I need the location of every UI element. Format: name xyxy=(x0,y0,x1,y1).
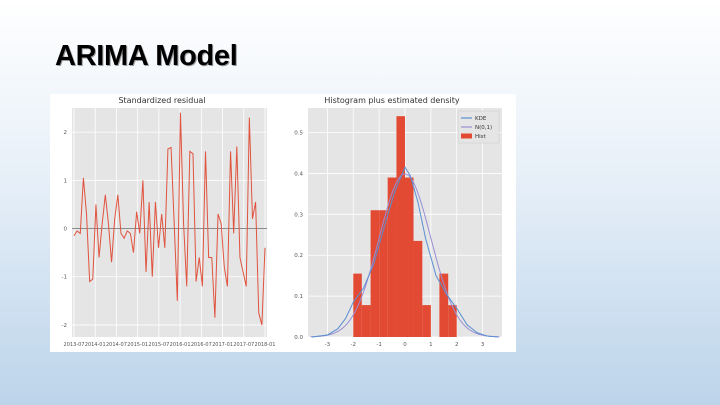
histogram-chart: Histogram plus estimated density 0.0 0.1 0… xyxy=(294,96,502,348)
residual-x-tick-label: 2017-07 xyxy=(233,342,254,348)
histogram-y-tick-label: 0.4 xyxy=(294,171,303,177)
slide-title: ARIMA Model xyxy=(55,40,238,72)
residual-x-tick-label: 2015-07 xyxy=(148,342,169,348)
legend-hist-swatch xyxy=(461,133,472,139)
histogram-bar xyxy=(361,305,371,337)
residual-x-tick-label: 2014-01 xyxy=(85,342,106,348)
residual-y-tick-label: -2 xyxy=(62,323,67,329)
residual-x-tick-label: 2017-01 xyxy=(212,342,233,348)
histogram-x-tick-label: 0 xyxy=(403,342,407,348)
figure-panel: Standardized residual -2 -1 0 1 2 2013-07 2014… xyxy=(50,94,516,352)
histogram-x-tick-label: 2 xyxy=(455,342,459,348)
kde-curve xyxy=(311,166,499,338)
legend-entry-label: KDE xyxy=(475,116,487,122)
residual-x-tick-label: 2015-01 xyxy=(127,342,148,348)
histogram-y-tick-label: 0.5 xyxy=(294,131,303,137)
histogram-y-tick-label: 0.1 xyxy=(294,294,303,300)
residual-y-tick-label: 0 xyxy=(64,227,68,233)
histogram-x-tick-label: -2 xyxy=(351,342,356,348)
histogram-bar xyxy=(353,273,362,337)
legend-entry-label: Hist xyxy=(475,134,487,140)
histogram-x-tick-label: -1 xyxy=(376,342,381,348)
residual-chart-title: Standardized residual xyxy=(118,96,205,105)
histogram-y-tick-label: 0.3 xyxy=(294,212,303,218)
histogram-bar xyxy=(439,273,449,337)
histogram-bar xyxy=(379,210,388,337)
histogram-bar xyxy=(387,177,397,337)
residual-plot-area xyxy=(72,108,267,337)
histogram-y-tick-label: 0.2 xyxy=(294,253,303,259)
histogram-x-tick-label: 3 xyxy=(481,342,485,348)
histogram-bar xyxy=(422,305,431,337)
residual-y-tick-label: -1 xyxy=(62,275,67,281)
histogram-bar xyxy=(405,177,414,337)
residual-x-tick-label: 2016-07 xyxy=(191,342,212,348)
residual-x-tick-label: 2013-07 xyxy=(64,342,85,348)
histogram-legend: KDE N(0,1) Hist xyxy=(457,110,500,144)
histogram-chart-title: Histogram plus estimated density xyxy=(324,96,460,105)
residual-y-tick-label: 2 xyxy=(64,130,68,136)
normal-density-curve xyxy=(310,173,500,338)
residual-x-tick-label: 2018-01 xyxy=(255,342,276,348)
histogram-bar xyxy=(448,305,457,337)
legend-entry-label: N(0,1) xyxy=(475,125,492,131)
histogram-bar xyxy=(370,210,380,337)
residual-x-tick-label: 2014-07 xyxy=(106,342,127,348)
histogram-bar xyxy=(396,116,405,337)
residual-y-tick-label: 1 xyxy=(64,178,68,184)
histogram-x-tick-label: -3 xyxy=(325,342,331,348)
histogram-bar xyxy=(413,240,423,337)
histogram-y-tick-label: 0.0 xyxy=(294,335,303,341)
histogram-x-tick-label: 1 xyxy=(429,342,433,348)
residual-x-tick-label: 2016-01 xyxy=(170,342,191,348)
residual-series-line xyxy=(73,112,266,326)
